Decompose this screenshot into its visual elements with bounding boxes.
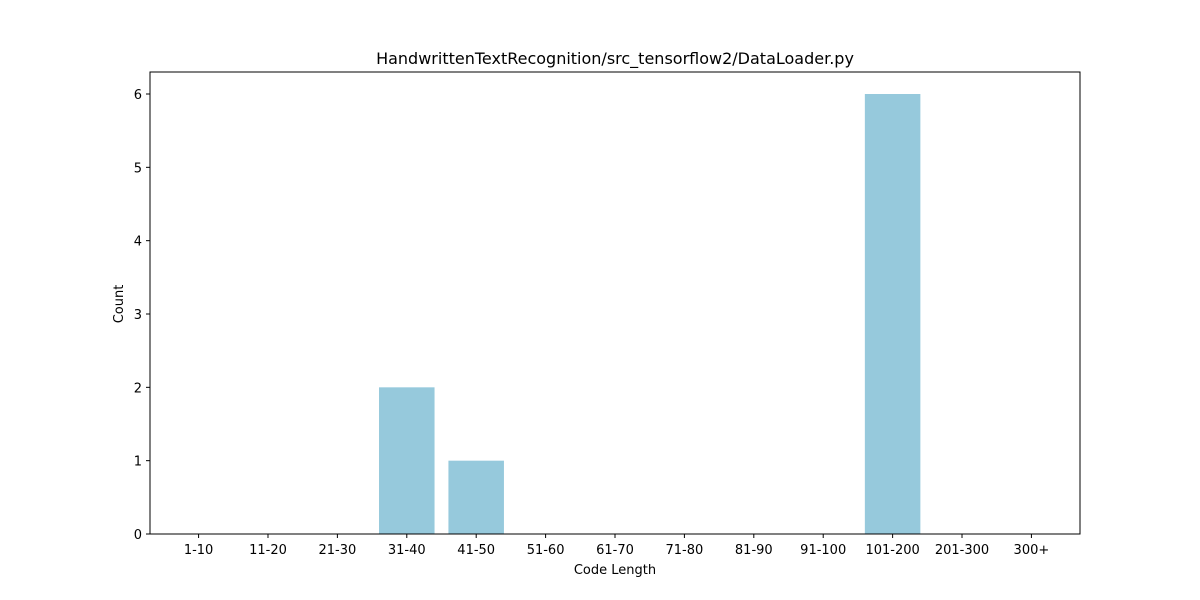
x-tick-label: 31-40: [388, 543, 426, 558]
y-tick-label: 0: [134, 528, 142, 543]
y-tick-label: 2: [134, 381, 142, 396]
x-tick-label: 91-100: [800, 543, 846, 558]
x-tick-label: 11-20: [249, 543, 287, 558]
x-tick-label: 101-200: [865, 543, 919, 558]
x-tick-label: 1-10: [184, 543, 214, 558]
x-axis-label: Code Length: [574, 563, 656, 578]
y-tick-label: 1: [134, 455, 142, 470]
x-tick-label: 201-300: [935, 543, 989, 558]
y-axis-label: Count: [112, 285, 127, 324]
plot-frame: [149, 71, 1081, 535]
bar-101-200: [864, 94, 921, 534]
x-tick-label: 61-70: [596, 543, 634, 558]
bars-group: [379, 94, 921, 534]
x-tick-label: 51-60: [527, 543, 565, 558]
chart-title: HandwrittenTextRecognition/src_tensorflo…: [376, 49, 854, 69]
bar-31-40: [379, 387, 435, 534]
x-tick-label: 21-30: [318, 543, 356, 558]
y-tick-label: 5: [134, 161, 142, 176]
y-tick-label: 4: [134, 235, 142, 250]
y-axis: 0 1 2 3 4 5 6: [134, 88, 150, 543]
x-tick-label: 71-80: [666, 543, 704, 558]
y-tick-label: 3: [134, 308, 142, 323]
bar-41-50: [448, 460, 504, 534]
x-axis: 1-10 11-20 21-30 31-40 41-50 51-60 61-70 71-80 8…: [184, 534, 1049, 558]
x-tick-label: 300+: [1014, 543, 1050, 558]
y-tick-label: 6: [134, 88, 142, 103]
x-tick-label: 81-90: [735, 543, 773, 558]
x-tick-label: 41-50: [457, 543, 495, 558]
